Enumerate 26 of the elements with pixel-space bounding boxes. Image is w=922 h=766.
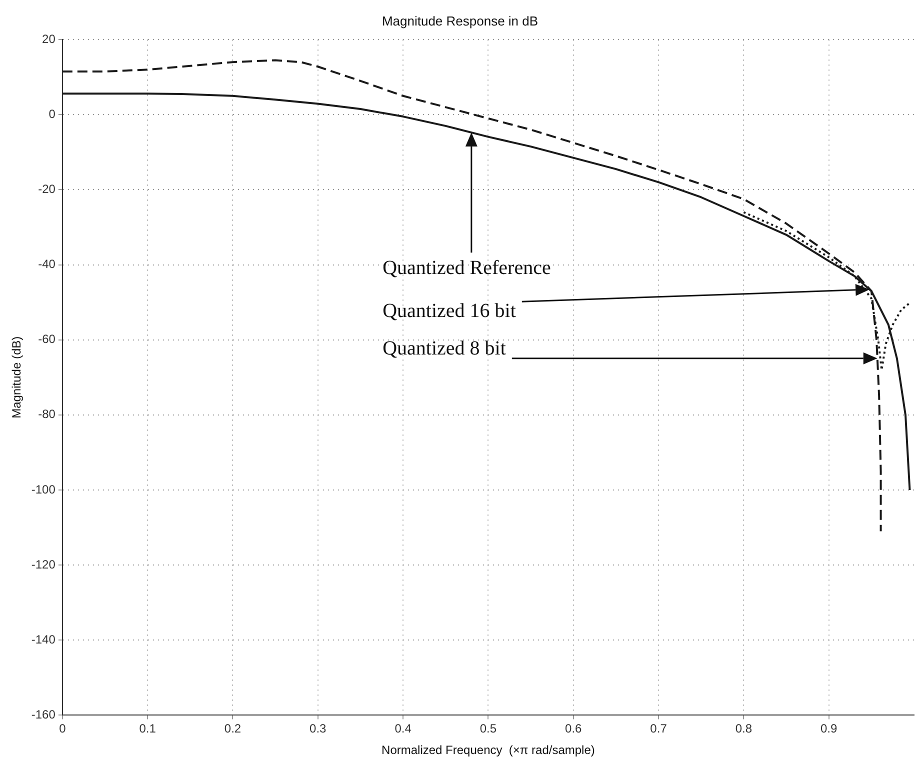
- y-axis-title: Magnitude (dB): [10, 336, 24, 418]
- x-tick-label: 0.6: [565, 722, 582, 736]
- y-tick-label: -140: [31, 632, 56, 646]
- x-tick-label: 0.1: [139, 722, 156, 736]
- x-tick-label: 0.5: [480, 722, 497, 736]
- y-tick-label: -100: [31, 482, 56, 496]
- chart-title: Magnitude Response in dB: [382, 13, 538, 28]
- x-tick-label: 0.9: [820, 722, 838, 736]
- y-tick-label: -60: [38, 332, 56, 346]
- x-tick-label: 0: [59, 722, 66, 736]
- annotation: Quantized Reference: [382, 256, 551, 279]
- x-tick-label: 0.4: [394, 722, 412, 736]
- x-tick-label: 0.7: [650, 722, 668, 736]
- y-tick-label: -20: [38, 182, 56, 196]
- x-tick-label: 0.8: [735, 722, 752, 736]
- y-tick-label: -160: [31, 708, 56, 722]
- y-tick-label: -80: [38, 407, 56, 422]
- y-tick-label: -120: [31, 557, 56, 572]
- x-axis-title: Normalized Frequency (×π rad/sample): [382, 743, 595, 758]
- annotation: Quantized 8 bit: [382, 337, 506, 360]
- y-tick-label: 20: [42, 32, 56, 46]
- annotation: Quantized 16 bit: [382, 300, 516, 322]
- x-tick-label: 0.3: [310, 722, 327, 736]
- y-tick-label: 0: [48, 106, 56, 121]
- y-tick-label: -40: [38, 257, 56, 272]
- x-tick-label: 0.2: [224, 722, 242, 736]
